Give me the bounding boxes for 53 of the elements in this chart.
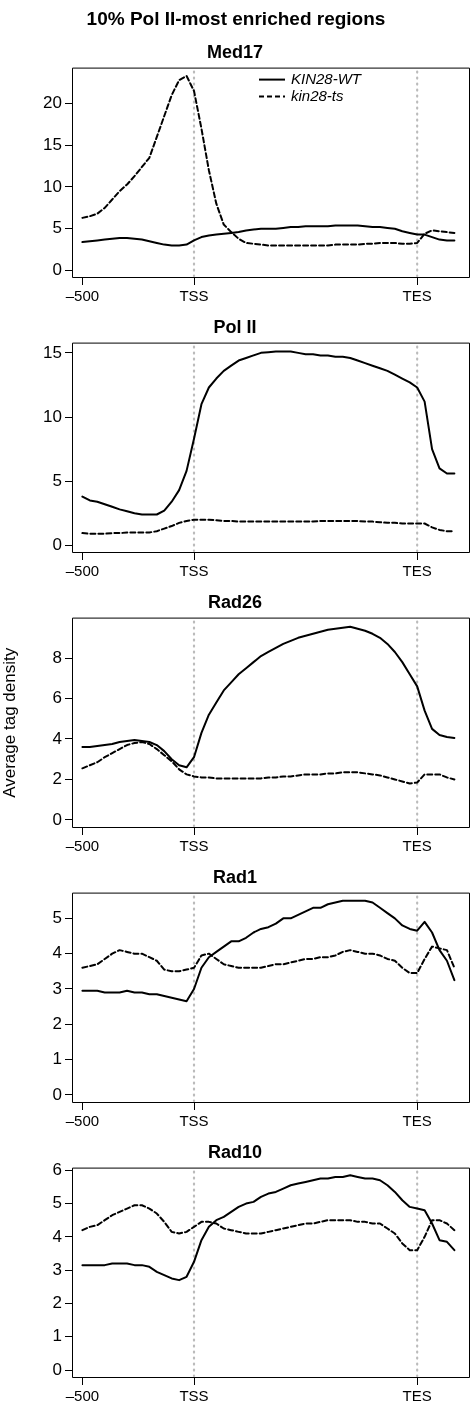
y-tick-label: 0: [52, 1359, 62, 1379]
x-tick-label: TSS: [179, 1387, 209, 1405]
x-tick-label: TSS: [179, 287, 209, 305]
line-series: [81, 74, 456, 247]
legend-label: kin28-ts: [291, 86, 345, 104]
y-tick-label: 2: [52, 1293, 62, 1313]
y-tick-label: 5: [52, 908, 62, 928]
x-tick-label: –500: [65, 837, 100, 855]
y-tick-label: 20: [43, 93, 62, 113]
x-tick-label: TES: [402, 287, 432, 305]
chart-title: Pol II: [213, 316, 257, 337]
x-tick-label: TES: [402, 562, 432, 580]
y-tick-label: 5: [52, 470, 62, 490]
x-tick-label: –500: [65, 287, 100, 305]
y-tick-label: 8: [52, 647, 62, 667]
y-tick-label: 3: [52, 978, 62, 998]
y-tick-label: 2: [52, 1013, 62, 1033]
x-tick-label: TES: [402, 837, 432, 855]
y-tick-label: 0: [52, 1084, 62, 1104]
x-tick-label: –500: [65, 1387, 100, 1405]
y-tick-label: 10: [43, 406, 62, 426]
y-tick-label: 6: [52, 688, 62, 708]
chart-title: Rad10: [207, 1141, 263, 1162]
y-tick-label: 4: [52, 728, 62, 748]
x-tick-label: TSS: [179, 1112, 209, 1130]
x-tick-label: TSS: [179, 562, 209, 580]
y-tick-label: 4: [52, 943, 62, 963]
y-tick-label: 0: [52, 809, 62, 829]
y-tick-label: 15: [43, 342, 62, 362]
y-tick-label: 15: [43, 134, 62, 154]
legend-label: KIN28-WT: [291, 69, 363, 87]
chart-title: Rad1: [212, 866, 258, 887]
y-tick-label: 0: [52, 534, 62, 554]
y-tick-label: 6: [52, 1159, 62, 1179]
x-tick-label: TES: [402, 1112, 432, 1130]
y-tick-label: 3: [52, 1259, 62, 1279]
y-tick-label: 5: [52, 218, 62, 238]
chart-subtitle: Med17: [206, 41, 264, 62]
y-tick-label: 10: [43, 176, 62, 196]
x-tick-label: TES: [402, 1387, 432, 1405]
y-axis-title: Average tag density: [0, 647, 19, 798]
chart-title: Rad26: [207, 591, 263, 612]
y-tick-label: 4: [52, 1226, 62, 1246]
y-tick-label: 1: [52, 1049, 62, 1069]
y-tick-label: 5: [52, 1193, 62, 1213]
y-tick-label: 0: [52, 260, 62, 280]
x-tick-label: –500: [65, 1112, 100, 1130]
line-series: [81, 518, 456, 535]
y-tick-label: 2: [52, 769, 62, 789]
chart-title: 10% Pol II-most enriched regions: [85, 7, 387, 31]
x-tick-label: TSS: [179, 837, 209, 855]
x-tick-label: –500: [65, 562, 100, 580]
y-tick-label: 1: [52, 1326, 62, 1346]
